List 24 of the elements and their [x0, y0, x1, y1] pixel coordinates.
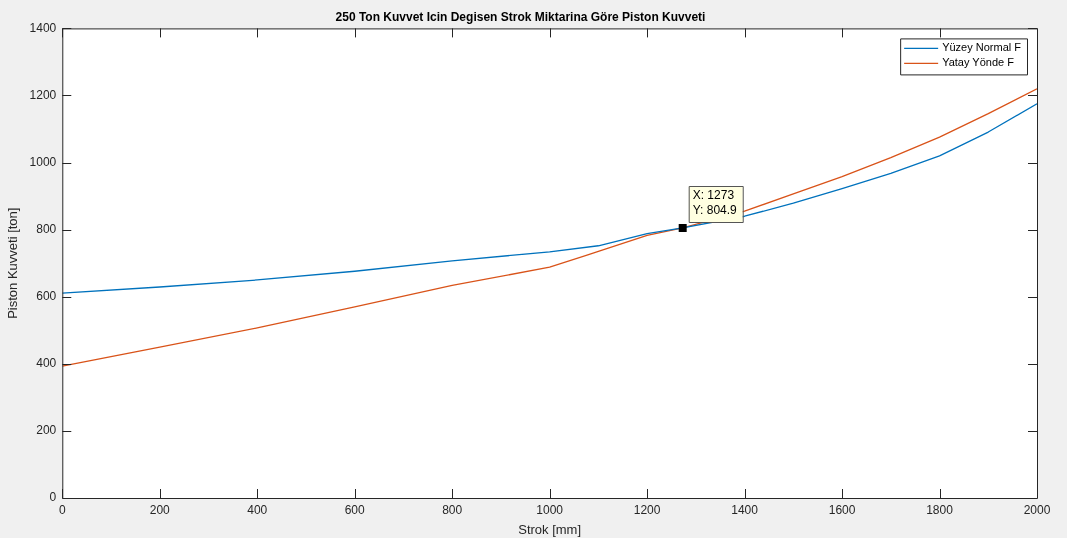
x-tick-label: 400	[247, 502, 268, 517]
x-tick-label: 1000	[536, 502, 564, 517]
y-tick-label: 400	[36, 356, 57, 371]
legend-label: Yüzey Normal F	[942, 41, 1022, 54]
x-tick-label: 1600	[828, 502, 856, 517]
x-tick-label: 1800	[926, 502, 954, 517]
x-tick-label: 1400	[731, 502, 759, 517]
x-tick-label: 2000	[1023, 502, 1051, 517]
y-tick-label: 800	[36, 221, 57, 236]
x-tick-label: 200	[149, 502, 171, 517]
chart-title: 250 Ton Kuvvet Icin Degisen Strok Miktarina Göre Piston Kuvveti	[335, 9, 706, 24]
x-axis-title: Strok [mm]	[518, 521, 582, 537]
y-tick-label: 1000	[29, 154, 57, 169]
y-tick-label: 600	[36, 289, 57, 304]
y-tick-label: 1400	[29, 20, 57, 35]
y-tick-label: 1200	[29, 87, 57, 102]
y-tick-label: 200	[36, 423, 57, 438]
y-tick-label: 0	[49, 490, 57, 505]
x-tick-label: 800	[442, 502, 463, 517]
x-tick-label: 1200	[633, 502, 661, 517]
annotation: X: 1273 Y: 804.9	[692, 188, 738, 218]
x-tick-label: 600	[344, 502, 366, 517]
y-axis-title: Piston Kuvveti [ton]	[5, 207, 21, 319]
legend-label: Yatay Yönde F	[942, 56, 1015, 69]
